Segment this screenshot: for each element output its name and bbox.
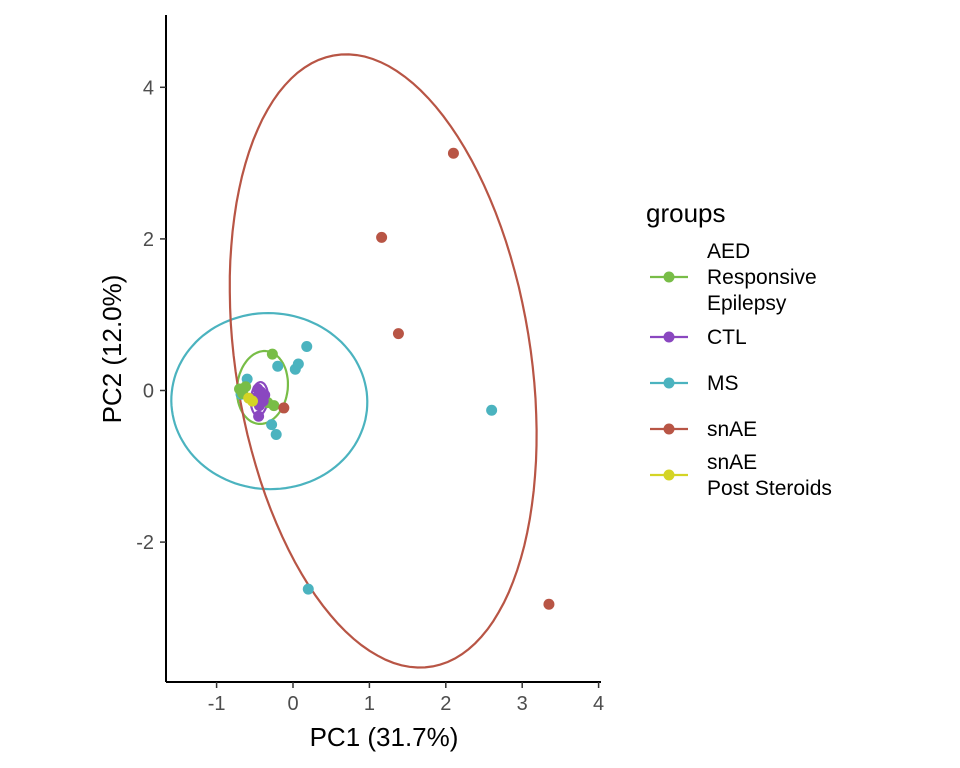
point-ctl — [257, 395, 269, 407]
point-snae — [278, 402, 290, 414]
legend-key-point — [663, 377, 675, 389]
point-aed-responsive-epilepsy — [266, 348, 278, 360]
ellipse-aed-responsive-epilepsy — [235, 349, 289, 425]
point-snae — [392, 328, 404, 340]
y-tick-label: 0 — [143, 381, 154, 403]
point-snae — [447, 147, 459, 159]
x-tick-label: 4 — [593, 693, 604, 715]
point-ms — [272, 360, 284, 372]
point-ms — [266, 419, 278, 431]
point-ctl — [253, 410, 265, 422]
legend-key-point — [663, 271, 675, 283]
legend-item: snAE — [650, 418, 757, 441]
legend: groups AEDResponsiveEpilepsyCTLMSsnAEsnA… — [646, 198, 832, 500]
point-ms — [301, 341, 313, 353]
ellipse-ms — [170, 311, 369, 491]
point-snae — [376, 231, 388, 243]
x-tick-label: 1 — [364, 693, 375, 715]
legend-key-point — [663, 423, 675, 435]
x-tick-label: 2 — [440, 693, 451, 715]
legend-key-point — [663, 331, 675, 343]
y-tick-label: -2 — [136, 532, 154, 554]
point-ms — [486, 404, 498, 416]
point-ms — [270, 428, 282, 440]
legend-label: AED — [707, 240, 750, 263]
x-tick-label: -1 — [208, 693, 226, 715]
legend-title: groups — [646, 198, 726, 228]
axes — [165, 15, 601, 683]
legend-label: CTL — [707, 326, 747, 349]
x-axis-title: PC1 (31.7%) — [310, 722, 459, 752]
y-ticks: -2 0 2 4 — [136, 77, 166, 554]
point-ms — [302, 583, 314, 595]
x-tick-label: 0 — [287, 693, 298, 715]
legend-key-point — [663, 469, 675, 481]
x-tick-label: 3 — [517, 693, 528, 715]
legend-label: Responsive — [707, 266, 817, 289]
legend-item: snAE Post Steroids — [650, 451, 832, 500]
legend-item: CTL — [650, 326, 747, 349]
legend-item: AED Responsive Epilepsy — [650, 240, 817, 315]
x-ticks: -1 0 1 2 3 4 — [208, 682, 604, 715]
legend-label: Epilepsy — [707, 292, 787, 315]
data-points — [234, 147, 555, 610]
legend-label: Post Steroids — [707, 477, 832, 500]
confidence-ellipses — [170, 53, 538, 669]
legend-label: MS — [707, 372, 739, 395]
y-axis-title: PC2 (12.0%) — [97, 275, 127, 424]
y-tick-label: 2 — [143, 229, 154, 251]
ellipse-snae — [228, 53, 538, 669]
point-snae — [543, 598, 555, 610]
legend-label: snAE — [707, 451, 757, 474]
point-snae-post-steroids — [247, 395, 259, 407]
point-ms — [292, 358, 304, 370]
legend-label: snAE — [707, 418, 757, 441]
y-tick-label: 4 — [143, 77, 154, 99]
legend-item: MS — [650, 372, 739, 395]
